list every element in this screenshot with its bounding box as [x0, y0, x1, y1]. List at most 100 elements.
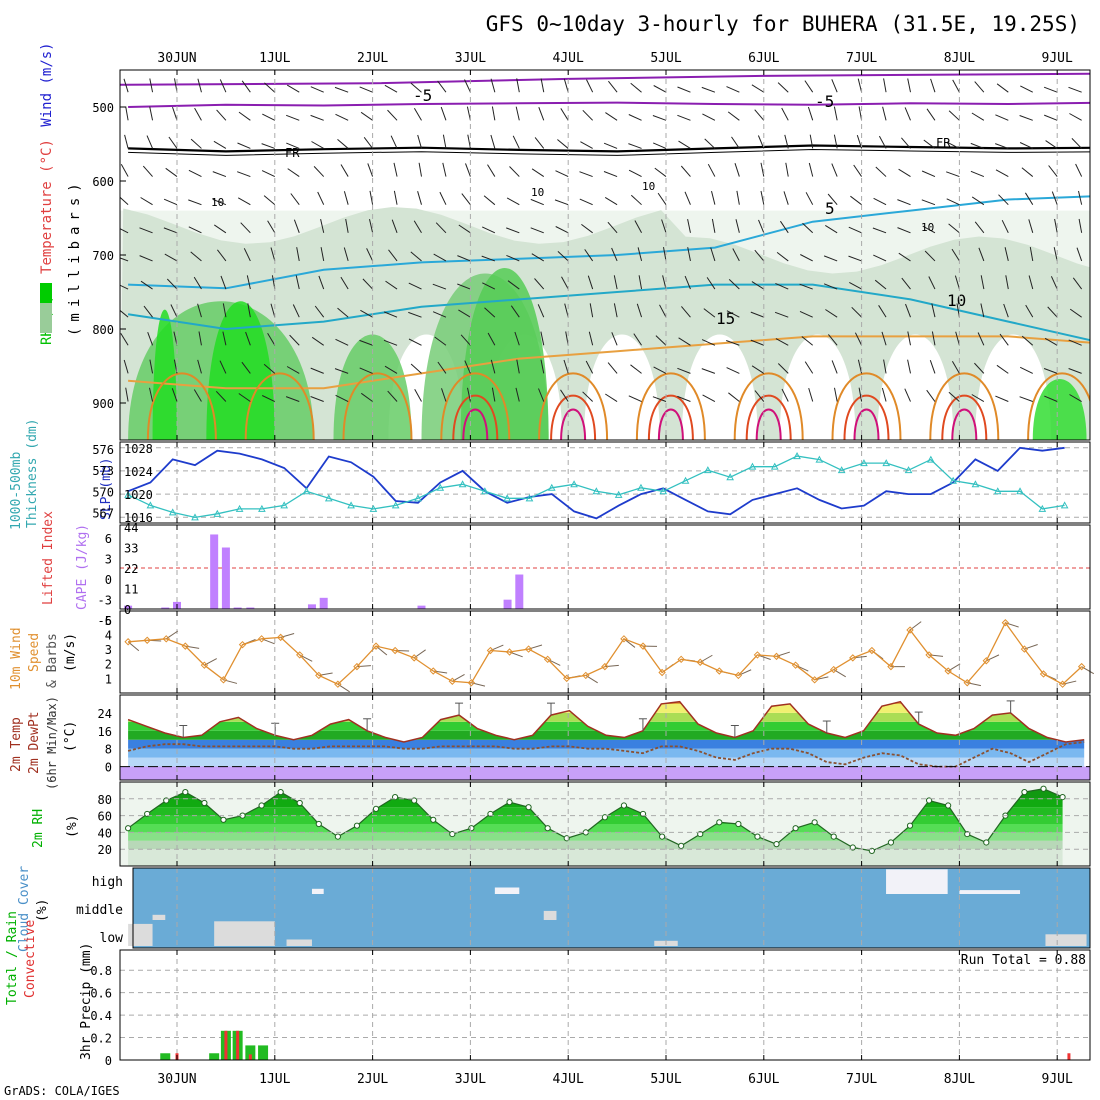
- wind-barb: [123, 78, 129, 93]
- wind-barb: [124, 134, 129, 149]
- wind-barb: [464, 360, 471, 374]
- x-label-top: 2JUL: [357, 51, 388, 66]
- wind-barb: [711, 190, 716, 205]
- wind-barb: [907, 359, 911, 374]
- isotherm-15: [128, 335, 1090, 390]
- wind-barb: [560, 389, 569, 402]
- wind-barb: [243, 248, 251, 262]
- wind-barb: [437, 361, 447, 374]
- wind10m-tick-label: 4: [105, 628, 112, 642]
- wind10m-tick-label: 5: [105, 614, 112, 628]
- thickness-marker: [347, 501, 355, 509]
- precip-panel: 0 0.2 0.4 0.6 0.8: [90, 949, 1091, 1068]
- isotherm-arch-orange: [538, 372, 609, 440]
- wind-barb: [586, 79, 594, 93]
- x-label-bottom: 5JUL: [650, 1072, 681, 1087]
- wind-barb: [998, 194, 1009, 206]
- wind-barb: [390, 135, 398, 149]
- wind10m-marker: [906, 626, 914, 634]
- rh2m-tick-label: 60: [98, 810, 112, 824]
- temp-band: [128, 703, 1085, 713]
- thickness-marker: [124, 490, 132, 498]
- wind-barb: [509, 166, 520, 177]
- wind-barb: [758, 219, 765, 233]
- panel-labels: RH (%) Temperature (°C) Wind (m/s) (mill…: [5, 42, 114, 1060]
- wind-barb: [701, 86, 716, 93]
- thickness-marker: [704, 466, 712, 474]
- wind-barb: [506, 227, 520, 234]
- isotherm-arch-orange: [342, 372, 413, 440]
- rh2m-marker: [125, 825, 132, 832]
- wind-barb: [369, 190, 374, 205]
- cloud-level-label: low: [100, 931, 124, 946]
- x-label-top: 1JUL: [259, 51, 290, 66]
- wind-barb: [241, 80, 251, 93]
- wind-barb: [418, 162, 422, 177]
- wind10m-marker: [791, 661, 800, 669]
- isotherm-arch-magenta: [755, 408, 782, 440]
- cape-tick-label: 44: [124, 521, 138, 535]
- wind-barb: [414, 389, 422, 402]
- precip-tick-label: 0.4: [90, 1009, 112, 1023]
- temp2m-tick-label: 16: [98, 725, 112, 739]
- isotherm-FR: [128, 144, 1090, 153]
- wind-barb: [290, 193, 300, 205]
- temp-band: [128, 701, 1085, 704]
- thickness-series-line: [127, 455, 1065, 519]
- wind-barb: [292, 304, 300, 318]
- temp2m-label-1: 2m Temp: [9, 717, 24, 772]
- wind-barb: [677, 86, 691, 93]
- wind-barb: [677, 114, 691, 121]
- wind-barb: [1071, 138, 1083, 149]
- wind-barb: [441, 388, 447, 402]
- wind-barb: [926, 108, 936, 121]
- slp-tick-label: 1024: [124, 465, 153, 479]
- wind-barb: [727, 111, 740, 121]
- cloud-panel: high middle low: [76, 867, 1091, 949]
- wind-barb: [490, 78, 496, 93]
- wind-barb: [1069, 113, 1082, 121]
- thickness-marker: [302, 487, 311, 495]
- y-tick-label: 600: [92, 175, 114, 189]
- wind-barb: [760, 190, 765, 205]
- wind-barb: [684, 191, 691, 205]
- temp2m-line: [127, 700, 1085, 743]
- thickness-marker: [748, 462, 757, 470]
- wind10m-marker: [219, 676, 228, 684]
- rh2m-marker: [353, 822, 361, 829]
- wind-barb: [340, 276, 349, 290]
- x-label-bottom: 30JUN: [157, 1072, 196, 1087]
- wind-barb: [977, 332, 985, 346]
- cape-bar: [124, 605, 133, 609]
- thickness-marker: [369, 504, 378, 512]
- wind-barb: [856, 134, 863, 149]
- temp2m-label-4: (°C): [63, 721, 78, 752]
- wind-barb: [296, 247, 300, 262]
- wind-barb: [139, 227, 153, 234]
- wind-barb: [633, 333, 642, 346]
- wind-barb: [310, 367, 324, 374]
- x-label-bottom: 4JUL: [553, 1072, 584, 1087]
- isotherm-5: [128, 195, 1090, 290]
- panel-frame: [119, 524, 1091, 610]
- wind-barb: [142, 165, 153, 177]
- wind-barb: [580, 141, 593, 149]
- wind-barb: [491, 387, 496, 402]
- wind-barb: [149, 78, 154, 93]
- wind-barb: [267, 220, 276, 234]
- precip-label-3: 3hr Precip (mm): [79, 943, 94, 1060]
- wind-barb: [828, 334, 838, 346]
- x-label-bottom: 6JUL: [748, 1072, 779, 1087]
- dewpoint-line: [127, 741, 1085, 768]
- millibars-axis-label: (millibars): [67, 177, 83, 336]
- wind-barb: [147, 332, 154, 346]
- wind-barb: [1028, 275, 1034, 290]
- wind-barb: [516, 359, 520, 374]
- wind-barb: [540, 78, 545, 93]
- wind-barb: [607, 221, 618, 234]
- wind-barb: [628, 143, 642, 149]
- wind-barb: [311, 141, 324, 149]
- isotherm-arch-orange: [929, 372, 1000, 440]
- wind-barb: [931, 303, 936, 318]
- cape-tick-label: 33: [124, 542, 138, 556]
